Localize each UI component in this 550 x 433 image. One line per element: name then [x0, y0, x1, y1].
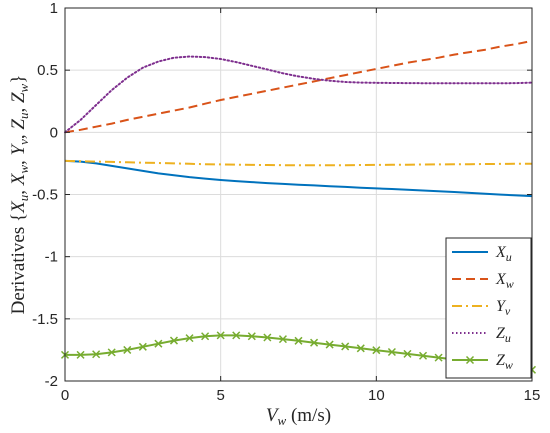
- y-tick-label: 0: [50, 124, 58, 141]
- data-point-marker: [92, 350, 101, 359]
- data-point-marker: [107, 348, 116, 357]
- y-tick-label: 0.5: [37, 62, 58, 79]
- x-tick-labels: 0 5 10 15: [61, 387, 541, 404]
- data-point-marker: [216, 331, 225, 340]
- series-line: [64, 159, 533, 198]
- data-point-marker: [434, 353, 443, 362]
- legend-item: Xw: [452, 271, 514, 291]
- data-point-marker: [310, 338, 319, 347]
- y-tick-label: -0.5: [32, 187, 58, 204]
- y-axis-label: Derivatives {Xu, Xw, Yv, Zu, Zw}: [8, 75, 31, 315]
- data-point-marker: [138, 342, 147, 351]
- series-x-w: [64, 39, 533, 134]
- data-point-marker: [169, 336, 178, 345]
- x-tick-label: 15: [524, 387, 541, 404]
- legend-item: Yv: [452, 298, 511, 318]
- series-line: [64, 55, 533, 134]
- legend-box: [445, 237, 532, 379]
- data-point-marker: [403, 349, 412, 358]
- legend-label: Xu: [495, 244, 512, 264]
- data-point-marker: [201, 332, 210, 341]
- data-point-marker: [278, 335, 287, 344]
- x-axis-label: Vw (m/s): [266, 405, 331, 428]
- x-tick-label: 5: [216, 387, 224, 404]
- data-point-marker: [76, 350, 85, 359]
- series-line: [64, 39, 533, 134]
- series-y-v: [64, 159, 533, 167]
- data-point-marker: [387, 348, 396, 357]
- data-point-marker: [341, 342, 350, 351]
- data-point-marker: [372, 346, 381, 355]
- series-z-u: [64, 55, 533, 134]
- data-point-marker: [185, 334, 194, 343]
- legend: Xu Xw Yv Zu Zw: [445, 237, 532, 379]
- legend-label: Yv: [496, 298, 511, 318]
- y-tick-label: -2: [45, 373, 58, 390]
- y-tick-label: 1: [50, 0, 58, 17]
- x-tick-label: 0: [61, 387, 69, 404]
- data-point-marker: [263, 333, 272, 342]
- legend-item: Xu: [452, 244, 512, 264]
- legend-label: Xw: [495, 271, 514, 291]
- y-tick-label: -1: [45, 249, 58, 266]
- data-point-marker: [419, 351, 428, 360]
- legend-label: Zw: [496, 352, 513, 372]
- series-line: [64, 159, 533, 167]
- data-point-marker: [123, 345, 132, 354]
- data-point-marker: [232, 331, 241, 340]
- data-point-marker: [325, 340, 334, 349]
- y-tick-label: -1.5: [32, 311, 58, 328]
- series-x-u: [64, 159, 533, 198]
- data-point-marker: [247, 332, 256, 341]
- data-point-marker: [294, 336, 303, 345]
- legend-item: Zw: [452, 352, 513, 372]
- y-tick-labels: -2 -1.5 -1 -0.5 0 0.5 1: [32, 0, 58, 390]
- data-point-marker: [356, 344, 365, 353]
- data-point-marker: [154, 339, 163, 348]
- x-tick-label: 10: [368, 387, 385, 404]
- legend-item: Zu: [452, 325, 511, 345]
- legend-label: Zu: [496, 325, 511, 345]
